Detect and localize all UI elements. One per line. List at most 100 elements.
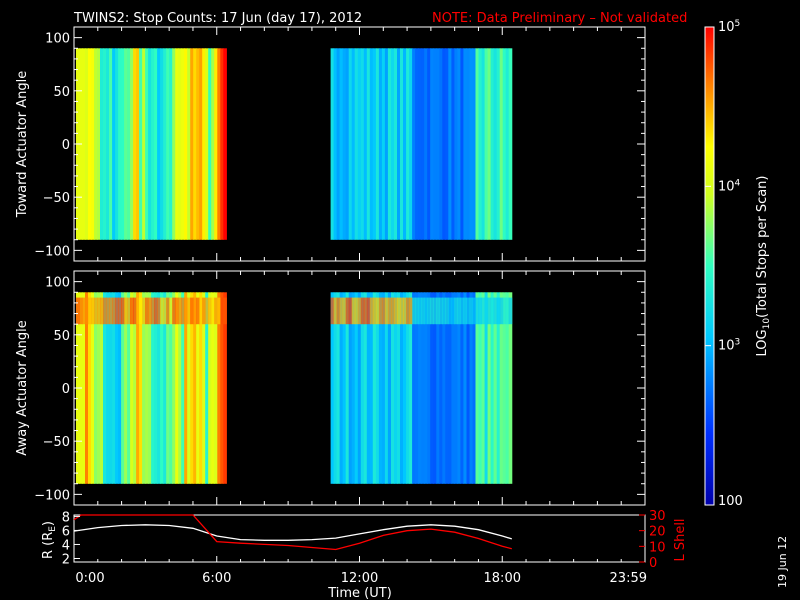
heatmap-cell — [339, 48, 344, 240]
heatmap-cell — [124, 48, 128, 240]
heatmap-cell — [387, 297, 392, 325]
heatmap-cell — [133, 297, 137, 325]
heatmap-cell — [460, 292, 464, 484]
heatmap-cell — [214, 292, 218, 484]
heatmap-cell — [130, 48, 134, 240]
heatmap-cell — [154, 48, 158, 240]
away-ylabel: Away Actuator Angle — [15, 320, 30, 455]
heatmap-cell — [424, 297, 428, 325]
heatmap-cell — [448, 48, 452, 240]
right-y-tick-label: 0 — [649, 556, 657, 571]
heatmap-cell — [127, 297, 131, 325]
heatmap-cell — [208, 48, 212, 240]
heatmap-cell — [193, 292, 197, 484]
heatmap-cell — [433, 292, 437, 484]
heatmap-cell — [493, 297, 498, 325]
heatmap-cell — [211, 48, 215, 240]
heatmap-cell — [109, 48, 113, 240]
orbit-ylabel-right: L Shell — [673, 518, 688, 561]
heatmap-cell — [112, 48, 116, 240]
heatmap-cell — [223, 297, 227, 325]
heatmap-cell — [172, 292, 176, 484]
lshell-series-line — [73, 514, 512, 551]
heatmap-cell — [127, 48, 131, 240]
toward-y-ticks: 100 50 0 −50 −100 — [34, 27, 646, 261]
colorbar: 105 104 103 100 LOG10(Total Stops per Scan… — [704, 19, 772, 509]
heatmap-cell — [391, 297, 395, 325]
heatmap-cell — [82, 48, 86, 240]
heatmap-cell — [445, 48, 449, 240]
heatmap-cell — [345, 48, 350, 240]
heatmap-cell — [502, 292, 507, 484]
heatmap-cell — [109, 297, 113, 325]
heatmap-cell — [91, 48, 95, 240]
heatmap-cell — [202, 292, 206, 484]
heatmap-cell — [375, 297, 380, 325]
heatmap-cell — [412, 297, 416, 325]
heatmap-cell — [469, 292, 474, 484]
heatmap-cell — [484, 297, 489, 325]
heatmap-cell — [478, 48, 483, 240]
heatmap-cell — [505, 48, 510, 240]
heatmap-cell — [172, 48, 176, 240]
y-tick-label: 0 — [62, 138, 70, 153]
heatmap-cell — [82, 297, 86, 325]
colorbar-min-label: 100 — [718, 494, 743, 509]
heatmap-cell — [415, 48, 419, 240]
heatmap-cell — [214, 48, 218, 240]
heatmap-cell — [499, 48, 504, 240]
heatmap-cell — [151, 297, 155, 325]
x-tick-label: 23:59 — [610, 571, 647, 586]
heatmap-cell — [505, 297, 510, 325]
heatmap-cell — [112, 292, 116, 484]
right-y-tick-label: 10 — [649, 540, 666, 555]
heatmap-cell — [85, 292, 89, 484]
heatmap-cell — [366, 292, 371, 484]
heatmap-cell — [481, 292, 486, 484]
heatmap-cell — [363, 292, 368, 484]
heatmap-cell — [217, 292, 221, 484]
x-tick-label: 6:00 — [202, 571, 231, 586]
heatmap-cell — [136, 48, 140, 240]
toward-heatmap — [76, 48, 513, 240]
x-tick-label: 12:00 — [341, 571, 378, 586]
heatmap-cell — [76, 297, 80, 325]
heatmap-cell — [409, 48, 413, 240]
orbit-lines — [73, 514, 512, 551]
heatmap-cell — [493, 292, 498, 484]
heatmap-cell — [363, 297, 368, 325]
heatmap-cell — [499, 292, 504, 484]
heatmap-cell — [442, 292, 446, 484]
heatmap-cell — [484, 48, 489, 240]
heatmap-cell — [463, 297, 467, 325]
heatmap-cell — [351, 48, 356, 240]
heatmap-cell — [421, 297, 425, 325]
heatmap-cell — [115, 48, 119, 240]
heatmap-cell — [384, 292, 389, 484]
heatmap-cell — [481, 297, 486, 325]
heatmap-cell — [384, 48, 389, 240]
away-y-ticks: 100 50 0 −50 −100 — [34, 271, 646, 505]
heatmap-cell — [351, 297, 356, 325]
heatmap-cell — [387, 292, 392, 484]
heatmap-cell — [190, 292, 194, 484]
heatmap-cell — [430, 297, 434, 325]
away-panel: 100 50 0 −50 −100 Away Actuator Angle — [15, 270, 646, 506]
heatmap-cell — [342, 292, 347, 484]
heatmap-cell — [148, 48, 152, 240]
heatmap-cell — [145, 297, 149, 325]
heatmap-cell — [445, 297, 449, 325]
heatmap-cell — [496, 292, 501, 484]
heatmap-cell — [339, 292, 344, 484]
heatmap-cell — [472, 48, 477, 240]
heatmap-cell — [157, 48, 161, 240]
heatmap-cell — [451, 297, 455, 325]
heatmap-cell — [357, 292, 362, 484]
heatmap-cell — [151, 48, 155, 240]
heatmap-cell — [397, 297, 401, 325]
heatmap-cell — [415, 292, 419, 484]
heatmap-cell — [403, 292, 407, 484]
heatmap-cell — [487, 292, 492, 484]
heatmap-cell — [378, 292, 383, 484]
